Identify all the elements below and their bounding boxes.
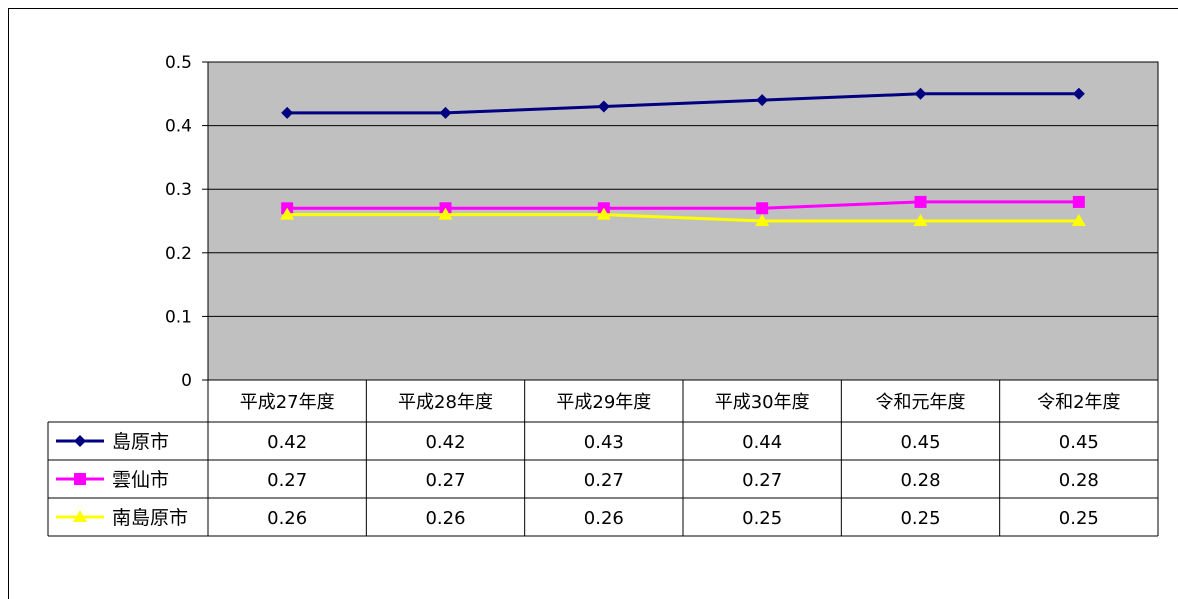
y-axis: 0 0.1 0.2 0.3 0.4 0.5 [165, 53, 208, 391]
data-point [280, 207, 295, 220]
data-point [281, 106, 294, 119]
data-point [596, 207, 611, 220]
legend-series-name: 島原市 [112, 431, 169, 453]
data-point [755, 214, 770, 226]
table-value-cell: 0.27 [584, 470, 624, 491]
table-value-cell: 0.25 [1059, 508, 1099, 529]
data-point [914, 195, 927, 208]
data-point [913, 214, 928, 226]
table-value-cell: 0.26 [584, 508, 624, 529]
data-point [439, 106, 452, 119]
table-value-cell: 0.26 [425, 508, 465, 529]
data-point [1072, 195, 1085, 208]
table-value-cell: 0.26 [267, 508, 307, 529]
table-value-cell: 0.42 [425, 432, 465, 453]
data-point [597, 100, 610, 113]
category-label: 平成28年度 [398, 392, 493, 413]
table-value-cell: 0.42 [267, 432, 307, 453]
table-value-cell: 0.44 [742, 432, 782, 453]
legend-series-name: 雲仙市 [112, 469, 169, 491]
y-tick-label: 0.3 [165, 180, 192, 200]
table-value-cell: 0.43 [584, 432, 624, 453]
table-value-cell: 0.28 [1059, 470, 1099, 491]
table-value-cell: 0.27 [425, 470, 465, 491]
series-line [287, 92, 1079, 115]
table-value-cell: 0.28 [900, 470, 940, 491]
category-label: 令和元年度 [876, 392, 966, 413]
y-tick-label: 0.1 [165, 307, 192, 327]
category-label: 平成29年度 [556, 392, 651, 413]
y-tick-label: 0 [181, 371, 192, 391]
legend-key-marker [74, 435, 86, 447]
data-point [914, 87, 927, 100]
data-point [1072, 87, 1085, 100]
data-point [1071, 214, 1086, 226]
y-tick-label: 0.4 [165, 117, 192, 137]
table-value-cell: 0.45 [900, 432, 940, 453]
table-value-cell: 0.45 [1059, 432, 1099, 453]
legend-series-name: 南島原市 [112, 507, 188, 529]
table-value-cell: 0.25 [900, 508, 940, 529]
category-label: 令和2年度 [1037, 392, 1120, 413]
data-point [756, 94, 769, 107]
category-label: 平成27年度 [240, 392, 335, 413]
table-value-cell: 0.27 [267, 470, 307, 491]
gridlines [208, 61, 1158, 317]
legend-key-marker [73, 510, 87, 522]
data-point [438, 207, 453, 220]
y-tick-label: 0.5 [165, 53, 192, 73]
legend-key-marker [74, 473, 86, 485]
series-line [287, 200, 1079, 210]
series-line [287, 213, 1079, 223]
category-label: 平成30年度 [715, 392, 810, 413]
series-lines [280, 87, 1086, 226]
table-value-cell: 0.27 [742, 470, 782, 491]
table-value-cell: 0.25 [742, 508, 782, 529]
y-tick-label: 0.2 [165, 244, 192, 264]
data-point [756, 202, 769, 215]
